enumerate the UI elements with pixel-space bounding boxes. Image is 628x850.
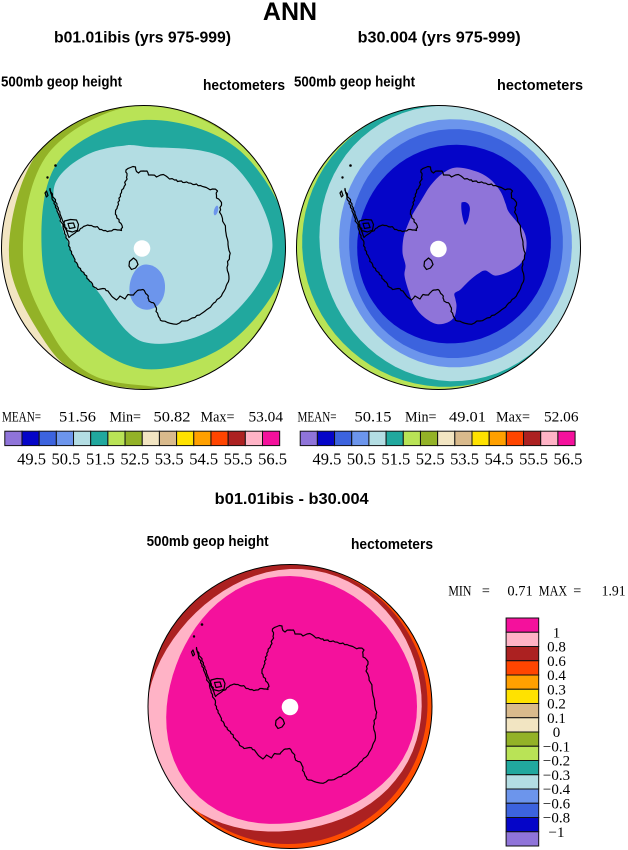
svg-text:Min=: Min= [405, 410, 437, 426]
svg-text:49.5: 49.5 [17, 450, 46, 469]
svg-text:hectometers: hectometers [351, 536, 433, 553]
svg-text:54.5: 54.5 [189, 450, 218, 469]
svg-text:0.1: 0.1 [547, 711, 566, 727]
svg-text:55.5: 55.5 [224, 450, 253, 469]
svg-text:b30.004 (yrs 975-999): b30.004 (yrs 975-999) [358, 30, 521, 47]
svg-text:56.5: 56.5 [553, 450, 582, 469]
svg-text:51.5: 51.5 [86, 450, 115, 469]
svg-text:−0.4: −0.4 [543, 782, 571, 798]
svg-text:51.5: 51.5 [381, 450, 410, 469]
svg-text:55.5: 55.5 [519, 450, 548, 469]
svg-text:0.71: 0.71 [507, 584, 532, 600]
svg-text:Max=: Max= [201, 410, 235, 426]
svg-text:−0.6: −0.6 [543, 796, 571, 812]
svg-text:56.5: 56.5 [258, 450, 287, 469]
svg-text:hectometers: hectometers [203, 77, 285, 94]
svg-text:MIN: MIN [448, 584, 471, 600]
svg-text:0.3: 0.3 [547, 682, 566, 698]
svg-text:500mb geop height: 500mb geop height [294, 74, 415, 91]
svg-text:0.2: 0.2 [547, 697, 566, 713]
svg-text:0.8: 0.8 [547, 640, 566, 656]
svg-text:hectometers: hectometers [497, 77, 583, 94]
svg-text:54.5: 54.5 [485, 450, 514, 469]
svg-text:53.5: 53.5 [155, 450, 184, 469]
svg-text:−0.8: −0.8 [543, 811, 570, 827]
svg-text:50.5: 50.5 [51, 450, 80, 469]
svg-text:ANN: ANN [263, 0, 317, 26]
svg-text:52.5: 52.5 [120, 450, 149, 469]
svg-text:1.91: 1.91 [602, 584, 626, 600]
svg-text:51.56: 51.56 [59, 410, 96, 426]
svg-text:=: = [573, 584, 581, 600]
svg-text:=: = [482, 584, 490, 600]
svg-text:53.04: 53.04 [249, 410, 284, 426]
svg-text:−0.1: −0.1 [543, 739, 570, 755]
svg-text:MEAN=: MEAN= [2, 410, 41, 426]
svg-text:0: 0 [553, 725, 561, 741]
svg-text:52.06: 52.06 [544, 410, 579, 426]
svg-text:Min=: Min= [110, 410, 142, 426]
svg-text:0.4: 0.4 [547, 668, 566, 684]
svg-text:Max=: Max= [496, 410, 530, 426]
svg-text:b01.01ibis - b30.004: b01.01ibis - b30.004 [215, 491, 369, 508]
svg-text:50.15: 50.15 [355, 410, 392, 426]
svg-text:MEAN=: MEAN= [298, 410, 337, 426]
svg-text:50.82: 50.82 [154, 410, 191, 426]
svg-text:53.5: 53.5 [450, 450, 479, 469]
svg-text:b01.01ibis (yrs 975-999): b01.01ibis (yrs 975-999) [54, 30, 231, 47]
svg-text:49.5: 49.5 [312, 450, 341, 469]
svg-text:1: 1 [553, 625, 561, 641]
svg-text:52.5: 52.5 [416, 450, 445, 469]
svg-text:500mb geop height: 500mb geop height [147, 533, 269, 550]
svg-text:50.5: 50.5 [347, 450, 376, 469]
svg-text:500mb geop height: 500mb geop height [1, 74, 122, 91]
svg-text:−0.2: −0.2 [543, 754, 570, 770]
svg-text:49.01: 49.01 [449, 410, 486, 426]
svg-text:0.6: 0.6 [547, 654, 566, 670]
svg-text:−0.3: −0.3 [543, 768, 570, 784]
svg-text:MAX: MAX [539, 584, 568, 600]
svg-text:−1: −1 [549, 825, 565, 841]
